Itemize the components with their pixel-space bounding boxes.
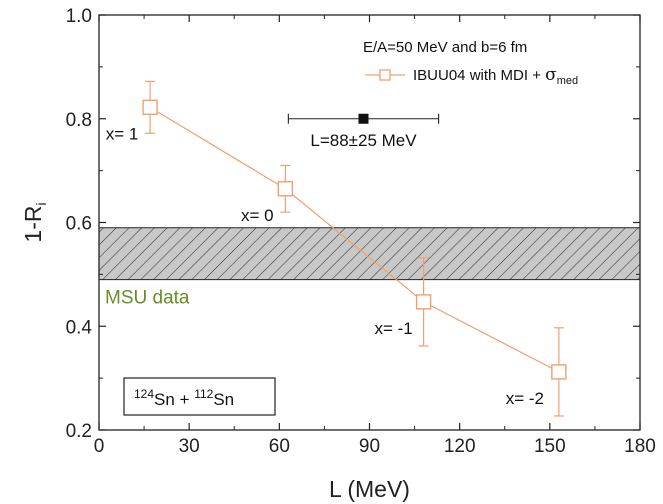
reaction-system-text: 124Sn + 112Sn: [134, 387, 234, 409]
element-sn-2: Sn: [213, 390, 234, 409]
constraint-label: L=88±25 MeV: [310, 131, 417, 150]
y-tick-label: 0.6: [66, 214, 92, 235]
x-tick-label: 60: [269, 436, 290, 457]
y-tick-label: 0.4: [66, 317, 93, 338]
msu-band: [99, 227, 640, 281]
legend-series-label: IBUU04 with MDI + σmed: [413, 65, 578, 87]
constraint-marker: [358, 113, 369, 124]
reaction-system-box: [123, 377, 276, 416]
data-point-marker: [277, 181, 294, 197]
data-point-marker: [142, 99, 158, 116]
x-tick-label: 150: [534, 436, 566, 457]
x-parameter-label: x= -1: [374, 319, 412, 338]
msu-data-label: MSU data: [105, 288, 190, 309]
axis-ticks: 0 30 60 90 120 150 180 0.2 0.4 0.6 0.8 1.0: [66, 6, 656, 457]
x-parameter-label: x= -2: [506, 389, 544, 408]
mass-number-112: 112: [194, 387, 213, 401]
x-tick-label: 90: [359, 436, 380, 457]
legend-series-label-sigma: σ: [545, 65, 557, 85]
element-sn-1: Sn +: [154, 390, 194, 409]
legend: E/A=50 MeV and b=6 fm IBUU04 with MDI + …: [363, 39, 578, 87]
y-axis-title: 1-Ri: [20, 202, 49, 242]
legend-title: E/A=50 MeV and b=6 fm: [363, 39, 527, 56]
data-point-marker: [551, 364, 567, 380]
series-ibuu04: x= 1 x= 0 x= -1 x= -2: [106, 80, 567, 417]
reaction-system-label: 124Sn + 112Sn: [123, 377, 276, 416]
constraint-point: L=88±25 MeV: [287, 113, 440, 150]
y-axis-title-main: 1-R: [20, 206, 46, 243]
y-axis-title-sub: i: [33, 202, 49, 205]
msu-band-hatch: [99, 227, 640, 280]
x-parameter-label: x= 1: [106, 124, 139, 143]
x-tick-label: 30: [179, 436, 200, 457]
x-axis-title: L (MeV): [329, 476, 410, 502]
x-tick-label: 0: [94, 436, 105, 457]
y-tick-label: 0.2: [66, 421, 92, 442]
x-tick-label: 120: [444, 436, 476, 457]
series-line: [149, 106, 560, 373]
data-point-marker: [415, 294, 432, 310]
x-parameter-label: x= 0: [241, 206, 274, 225]
legend-series-marker: [379, 69, 391, 81]
x-tick-label: 180: [624, 436, 656, 457]
y-tick-label: 0.8: [66, 110, 92, 131]
y-tick-label: 1.0: [66, 6, 92, 27]
legend-series-label-sub: med: [557, 75, 578, 87]
mass-number-124: 124: [134, 387, 154, 401]
legend-series-label-main: IBUU04 with MDI +: [413, 67, 545, 84]
